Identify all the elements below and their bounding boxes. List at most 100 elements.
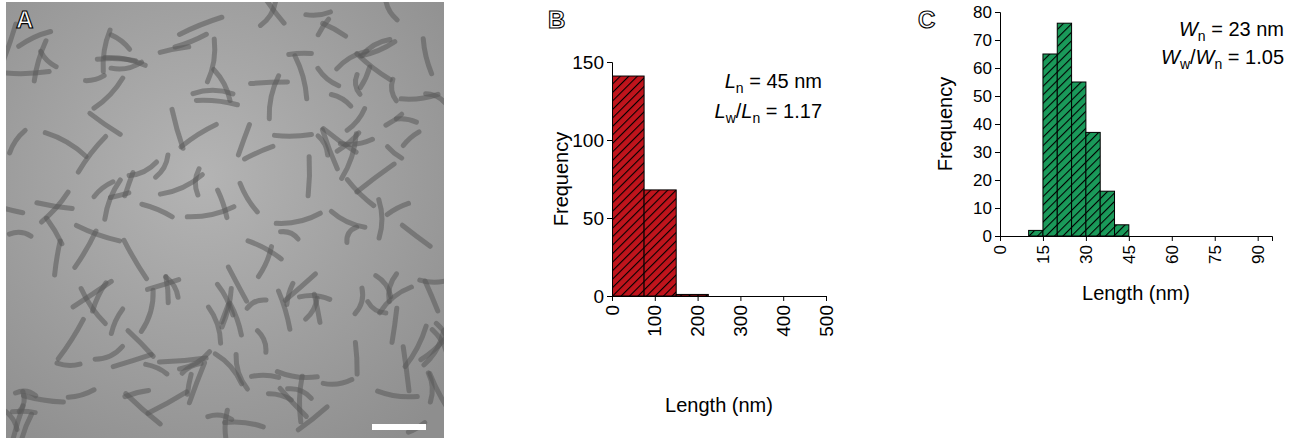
- texture-rod: [209, 307, 221, 343]
- panel-letter: B: [548, 6, 565, 33]
- texture-rod: [124, 240, 147, 278]
- texture-rod: [34, 41, 46, 81]
- tick-mark: [1258, 236, 1259, 241]
- texture-rod: [222, 305, 229, 322]
- bar: [612, 76, 644, 296]
- tick-mark: [995, 12, 1000, 13]
- texture-rod: [355, 288, 363, 314]
- bars: [612, 76, 708, 296]
- texture-rod: [380, 287, 412, 313]
- y-axis-title: Frequency: [550, 132, 572, 227]
- texture-rod: [355, 75, 360, 95]
- tick-mark: [995, 40, 1000, 41]
- tick-label: 10: [973, 199, 992, 218]
- histogram-panel: 010203040506070800153045607590FrequencyL…: [934, 3, 1284, 304]
- texture-rod: [288, 389, 312, 399]
- tick-mark: [995, 180, 1000, 181]
- scale-bar: [372, 424, 426, 430]
- tick: 200: [687, 296, 708, 337]
- tick: 500: [816, 296, 837, 337]
- texture-rod: [269, 76, 278, 119]
- tick-label: 0: [983, 227, 992, 246]
- texture-rod: [323, 23, 346, 36]
- texture-rod: [156, 155, 168, 177]
- texture-rod: [274, 134, 311, 136]
- texture-rod: [225, 422, 264, 427]
- texture-rod: [217, 284, 232, 315]
- texture-rod: [240, 183, 257, 212]
- tick-label: 0: [593, 286, 604, 307]
- tick: 10: [973, 199, 1000, 218]
- tick-label: 100: [572, 130, 604, 151]
- tick: 0: [983, 227, 1000, 246]
- texture-rod: [193, 90, 233, 94]
- texture-rod: [396, 119, 416, 122]
- tick-label: 400: [773, 305, 794, 337]
- texture-rod: [281, 232, 299, 239]
- texture-rod: [285, 274, 315, 301]
- tick-mark: [1172, 236, 1173, 241]
- annotation-part: n: [736, 80, 744, 96]
- tick-label: 50: [973, 87, 992, 106]
- tick-mark: [1000, 236, 1001, 241]
- texture-rod: [300, 295, 330, 299]
- panel-letter: C: [918, 6, 935, 33]
- tick-label: 75: [1206, 245, 1225, 264]
- tick-mark: [995, 68, 1000, 69]
- tick: 0: [602, 296, 623, 316]
- texture-rod: [141, 290, 153, 331]
- tick-label: 90: [1249, 245, 1268, 264]
- texture-rod: [251, 82, 288, 84]
- tick: 45: [1120, 236, 1139, 264]
- texture-rod: [337, 133, 359, 151]
- tick-label: 500: [816, 305, 837, 337]
- texture-rod: [268, 394, 291, 400]
- tick-label: 200: [687, 305, 708, 337]
- x-axis: 0100200300400500: [602, 296, 837, 337]
- texture-rod: [111, 309, 122, 334]
- texture-rod: [73, 281, 111, 306]
- texture-rod: [19, 392, 24, 412]
- texture-rod: [306, 12, 331, 15]
- texture-rod: [128, 331, 153, 357]
- annotation-part: n: [752, 110, 760, 126]
- texture-rod: [19, 31, 51, 46]
- tick-mark: [607, 62, 612, 63]
- tick: 80: [973, 3, 1000, 22]
- texture-rod: [175, 34, 206, 47]
- texture-rod: [95, 346, 122, 359]
- texture-rod: [125, 390, 149, 396]
- texture-rod: [90, 113, 120, 134]
- annotation: Ln = 45 nm: [725, 70, 822, 96]
- x-axis-title: Length (nm): [1082, 282, 1190, 304]
- tick-mark: [612, 296, 613, 301]
- texture-rod: [405, 326, 426, 366]
- texture-rod: [12, 411, 35, 412]
- texture-rod: [57, 363, 80, 365]
- texture-rod: [318, 68, 339, 85]
- texture-rod: [258, 247, 271, 277]
- tick-label: 45: [1120, 245, 1139, 264]
- texture-rod: [182, 363, 201, 373]
- tick: 30: [973, 143, 1000, 162]
- tick: 90: [1249, 236, 1268, 264]
- tick-mark: [995, 208, 1000, 209]
- texture-rod: [392, 308, 397, 342]
- axis-line: [995, 13, 1001, 237]
- texture-rod: [68, 390, 94, 398]
- texture-rod: [24, 396, 64, 402]
- annotation-part: = 1.05: [1222, 46, 1284, 68]
- texture-rod: [238, 125, 249, 155]
- tick-mark: [740, 296, 741, 301]
- tick: 70: [973, 31, 1000, 50]
- texture-rod: [378, 391, 418, 397]
- texture-rod: [103, 30, 110, 71]
- texture-rod: [110, 193, 128, 198]
- tick-mark: [1129, 236, 1130, 241]
- texture-rod: [214, 69, 230, 100]
- texture-rod: [181, 124, 216, 146]
- tick-label: 0: [991, 245, 1010, 254]
- texture-rod: [385, 2, 397, 20]
- annotation-part: = 1.17: [760, 100, 822, 122]
- tick-mark: [1215, 236, 1216, 241]
